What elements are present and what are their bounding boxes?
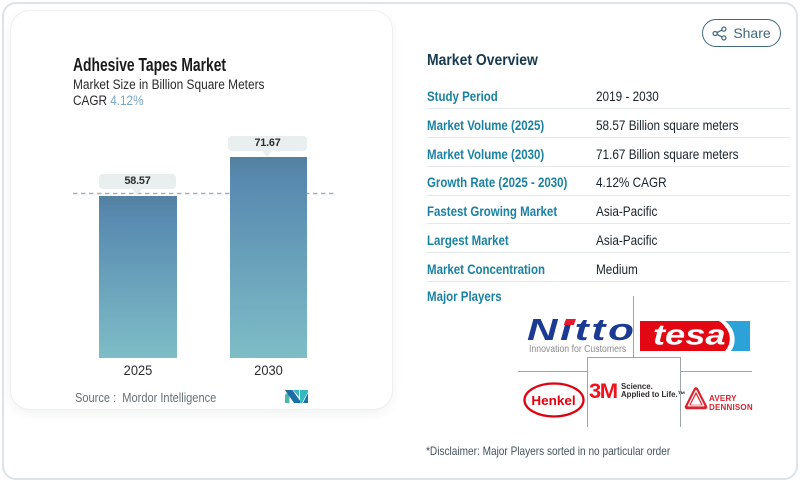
svg-text:tesa: tesa — [653, 321, 726, 351]
